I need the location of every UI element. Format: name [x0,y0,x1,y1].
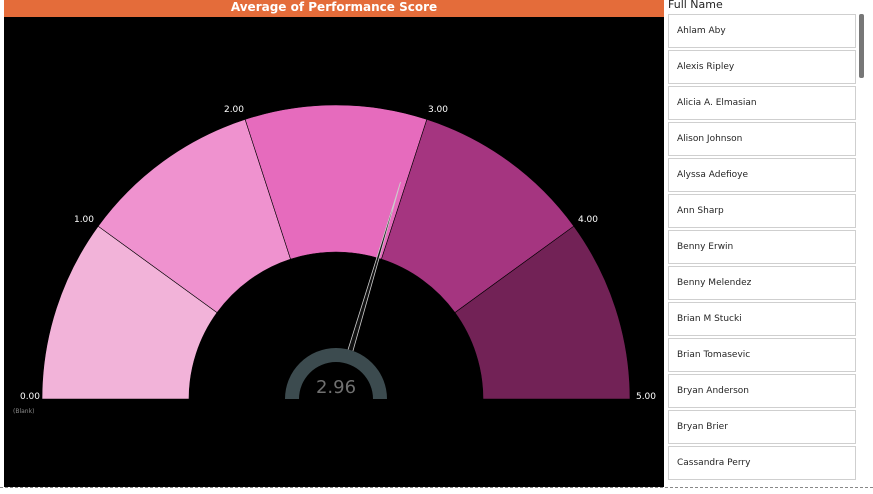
slicer-item[interactable]: Bryan Anderson [668,374,856,408]
slicer-item[interactable]: Alexis Ripley [668,50,856,84]
slicer-item[interactable]: Alison Johnson [668,122,856,156]
slicer-item[interactable]: Alyssa Adefioye [668,158,856,192]
slicer-item[interactable]: Benny Erwin [668,230,856,264]
slicer-item[interactable]: Alicia A. Elmasian [668,86,856,120]
gauge-value-label: 2.96 [316,377,356,398]
gauge-tick-label: 1.00 [74,215,94,225]
gauge-tick-label: 5.00 [636,392,656,402]
slicer-item[interactable]: Brian M Stucki [668,302,856,336]
slicer-item[interactable]: Ahlam Aby [668,14,856,48]
slicer-item[interactable]: Benny Melendez [668,266,856,300]
slicer-item[interactable]: Brian Tomasevic [668,338,856,372]
chart-title: Average of Performance Score [4,0,664,17]
full-name-slicer: Full Name Ahlam Aby Alexis Ripley Alicia A… [666,0,873,487]
slicer-item[interactable]: Bryan Brier [668,410,856,444]
slicer-item[interactable]: Ann Sharp [668,194,856,228]
gauge-band-4 [454,225,631,400]
slicer-header: Full Name [668,0,723,11]
gauge-tick-label: 2.00 [224,105,244,115]
gauge-tick-label: 3.00 [428,105,448,115]
blank-label: (Blank) [13,408,34,415]
slicer-item[interactable]: Cassandra Perry [668,446,856,480]
gauge-tick-label: 0.00 [20,392,40,402]
gauge-visual: Average of Performance Score 2.96 0.00 1.0… [4,0,664,487]
slicer-list: Ahlam Aby Alexis Ripley Alicia A. Elmasian… [668,14,856,482]
gauge-value-ring [285,348,387,399]
slicer-scrollbar[interactable] [859,14,864,78]
page-border [0,487,873,488]
gauge-tick-label: 4.00 [578,215,598,225]
gauge-chart: 2.96 0.00 1.00 2.00 3.00 4.00 5.00 (Blank) [13,104,656,415]
